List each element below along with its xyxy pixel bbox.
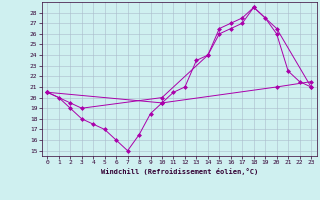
X-axis label: Windchill (Refroidissement éolien,°C): Windchill (Refroidissement éolien,°C) [100, 168, 258, 175]
